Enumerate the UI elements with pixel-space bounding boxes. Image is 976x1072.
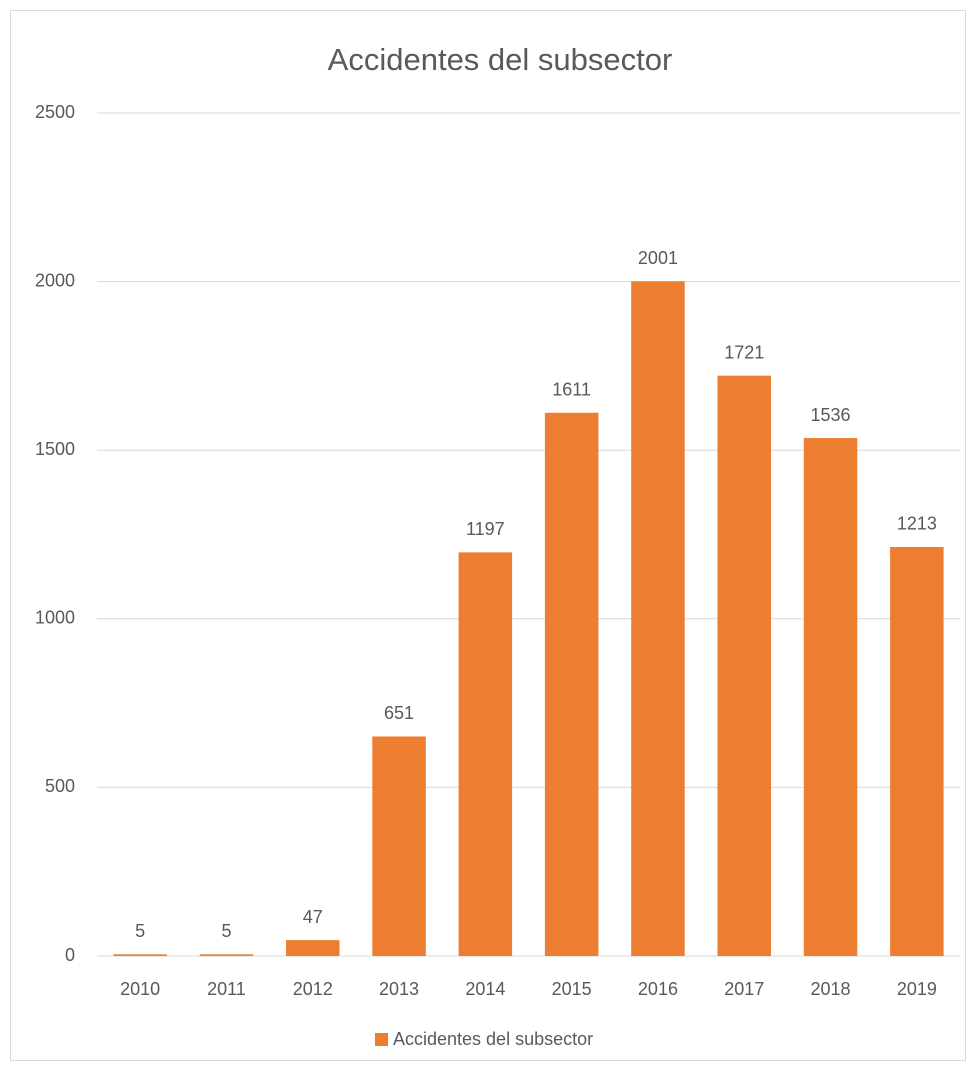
bar (631, 281, 685, 956)
x-tick-label: 2019 (897, 979, 937, 999)
data-label: 47 (303, 907, 323, 927)
data-label: 1213 (897, 514, 937, 534)
y-tick-label: 2500 (35, 102, 75, 122)
y-tick-label: 0 (65, 945, 75, 965)
bar (458, 552, 513, 956)
bar (113, 954, 167, 956)
chart-title: Accidentes del subsector (328, 42, 673, 77)
bar (372, 736, 426, 956)
bar (803, 438, 858, 956)
data-label: 651 (384, 703, 414, 723)
data-label: 1536 (811, 405, 851, 425)
bar (544, 412, 599, 956)
x-tick-label: 2013 (379, 979, 419, 999)
data-label: 2001 (638, 248, 678, 268)
bar (717, 375, 772, 956)
x-tick-label: 2011 (207, 979, 246, 999)
y-tick-label: 1000 (35, 608, 75, 628)
bar (890, 546, 944, 956)
x-tick-label: 2010 (120, 979, 160, 999)
legend-swatch (375, 1033, 388, 1046)
data-label: 5 (135, 921, 145, 941)
data-label: 1197 (466, 519, 505, 539)
y-tick-label: 1500 (35, 439, 75, 459)
x-tick-label: 2015 (552, 979, 592, 999)
bar (199, 954, 254, 956)
data-label: 1721 (724, 342, 764, 362)
x-tick-label: 2012 (293, 979, 333, 999)
legend-label: Accidentes del subsector (393, 1029, 593, 1049)
data-label: 5 (221, 921, 231, 941)
x-tick-label: 2017 (724, 979, 764, 999)
bar (285, 940, 340, 956)
x-tick-label: 2018 (811, 979, 851, 999)
x-tick-label: 2016 (638, 979, 678, 999)
y-tick-label: 500 (45, 776, 75, 796)
data-label: 1611 (552, 380, 591, 400)
x-tick-label: 2014 (465, 979, 505, 999)
y-tick-label: 2000 (35, 270, 75, 290)
